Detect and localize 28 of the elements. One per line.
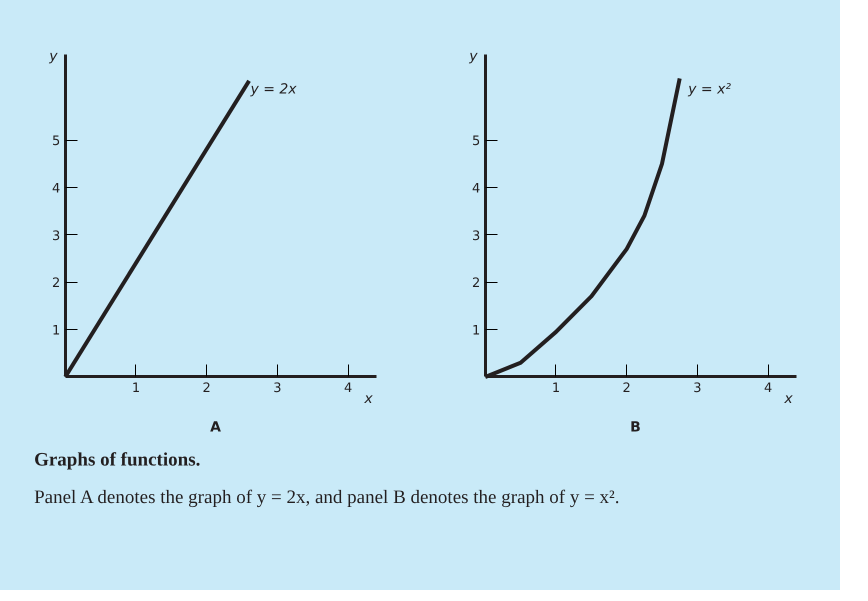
x-axis-title: x	[783, 390, 794, 407]
y-tick-label: 1	[52, 324, 60, 339]
x-axis-title: x	[363, 390, 374, 407]
y-tick-label: 4	[52, 181, 60, 196]
y-tick-label: 1	[472, 324, 480, 339]
text: Panel A denotes the graph of y = 2x, and panel B denotes the graph of y = x².	[34, 487, 620, 508]
x-tick-label: 4	[344, 380, 352, 396]
annotation: y = 2x	[249, 81, 298, 98]
y-tick-label: 5	[52, 134, 60, 150]
y-tick-label: 4	[472, 181, 480, 196]
x-tick-label: 1	[552, 380, 560, 396]
x-tick-label: 4	[764, 380, 772, 396]
x-tick-label: 1	[132, 380, 140, 396]
y-axis-title: y	[468, 48, 478, 65]
text: A	[210, 420, 222, 436]
text: B	[630, 420, 641, 436]
y-tick-label: 3	[472, 228, 480, 244]
text: Graphs of functions.	[34, 450, 200, 470]
y-tick-label: 2	[472, 276, 480, 292]
x-tick-label: 3	[693, 380, 702, 396]
annotation: y = x²	[687, 81, 732, 98]
y-tick-label: 2	[52, 276, 60, 292]
x-tick-label: 3	[273, 380, 282, 396]
x-tick-label: 2	[622, 380, 631, 396]
y-tick-label: 3	[52, 228, 60, 244]
x-tick-label: 2	[202, 380, 211, 396]
y-axis-title: y	[48, 48, 58, 65]
y-tick-label: 5	[472, 134, 480, 150]
